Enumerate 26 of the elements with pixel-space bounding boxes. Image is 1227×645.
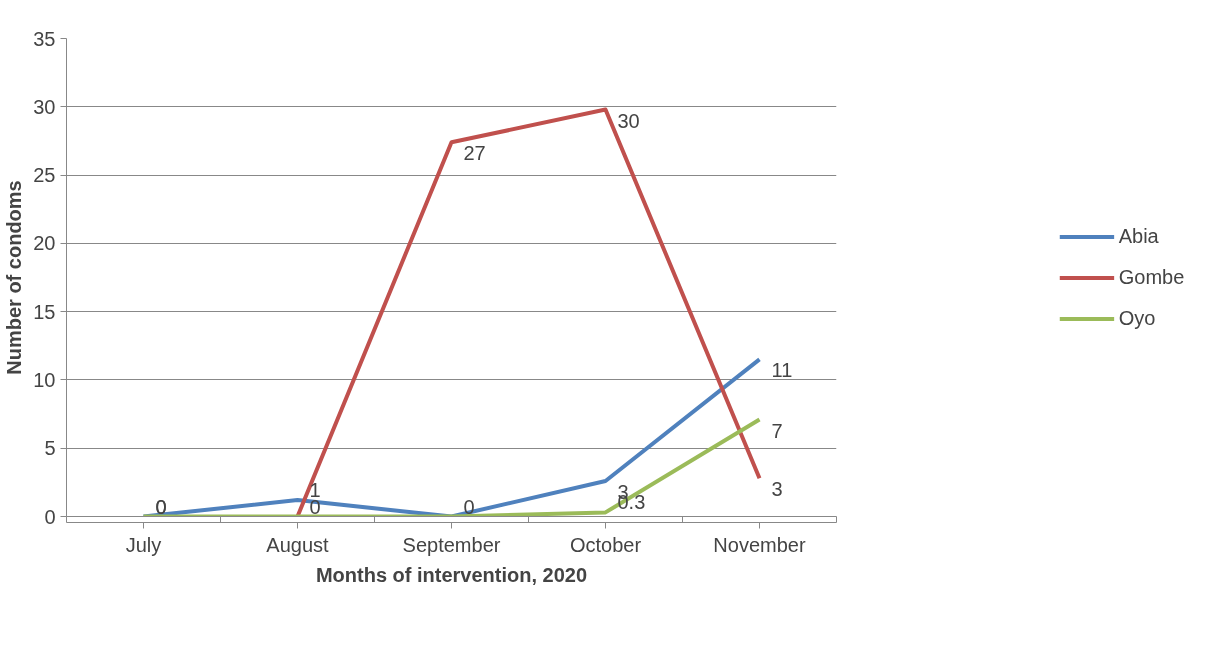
y-tick-label: 15 bbox=[33, 300, 56, 323]
y-tick-label: 20 bbox=[33, 232, 56, 255]
legend-label: Oyo bbox=[1118, 306, 1156, 330]
y-axis-title: Number of condoms bbox=[3, 180, 26, 375]
line-series bbox=[295, 107, 762, 517]
y-tick-label: 5 bbox=[44, 437, 56, 460]
x-axis-title: Months of intervention, 2020 bbox=[315, 563, 588, 586]
y-tick-label: 10 bbox=[33, 368, 56, 391]
y-tick-label: 25 bbox=[33, 164, 56, 187]
data-label: 11 bbox=[771, 359, 793, 382]
x-tick-label: September bbox=[402, 533, 501, 556]
line-series bbox=[141, 357, 762, 517]
data-label: 27 bbox=[463, 142, 486, 165]
y-tick-label: 35 bbox=[33, 27, 56, 50]
data-label: 0 bbox=[155, 495, 167, 518]
legend-label: Gombe bbox=[1118, 265, 1185, 289]
legend-label: Abia bbox=[1118, 224, 1159, 248]
data-label: 30 bbox=[617, 109, 640, 132]
x-tick-label: November bbox=[713, 533, 806, 556]
data-label: 3 bbox=[771, 478, 783, 501]
y-tick-label: 30 bbox=[33, 95, 56, 118]
x-tick-label: October bbox=[569, 533, 642, 556]
x-tick-label: July bbox=[125, 533, 162, 556]
y-tick-label: 0 bbox=[44, 505, 56, 528]
x-tick-label: August bbox=[266, 533, 330, 556]
data-label: 7 bbox=[771, 419, 783, 442]
